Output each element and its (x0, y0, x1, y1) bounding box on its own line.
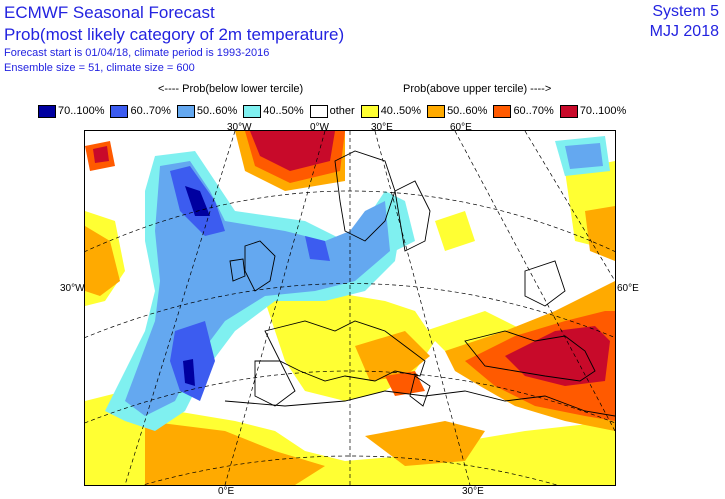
graticule (85, 131, 615, 485)
legend-item-below-70-100: 70..100% (38, 104, 105, 118)
legend-swatch (427, 104, 446, 118)
lon-label-30w-left: 30°W (60, 283, 85, 294)
legend-swatch (110, 104, 129, 118)
legend-item-other: other (309, 104, 355, 118)
lon-label-0w-top: 0°W (310, 122, 329, 133)
coastlines (224, 150, 615, 417)
legend-item-above-40-50: 40..50% (360, 104, 422, 118)
forecast-info: Forecast start is 01/04/18, climate peri… (4, 47, 270, 59)
legend-item-below-40-50: 40..50% (243, 104, 304, 118)
legend-label: 60..70% (513, 105, 554, 117)
legend-label: 60..70% (130, 105, 171, 117)
legend-item-above-50-60: 50..60% (427, 104, 488, 118)
legend-item-above-60-70: 60..70% (493, 104, 554, 118)
lon-label-60e-top: 60°E (450, 122, 472, 133)
legend-label: 70..100% (579, 105, 627, 117)
lon-label-30w-top: 30°W (227, 122, 252, 133)
legend-item-above-70-100: 70..100% (559, 104, 627, 118)
below-tercile-caption: <---- Prob(below lower tercile) (158, 83, 304, 95)
legend-item-below-50-60: 50..60% (176, 104, 238, 118)
chart-subtitle: Prob(most likely category of 2m temperat… (4, 25, 345, 44)
legend-swatch (176, 104, 195, 118)
legend-swatch (243, 104, 262, 118)
above-tercile-caption: Prob(above upper tercile) ----> (403, 83, 552, 95)
legend-label: 50..60% (196, 105, 238, 117)
lon-label-30e-top: 30°E (371, 122, 393, 133)
legend-swatch (360, 104, 379, 118)
legend-swatch (559, 104, 578, 118)
lon-label-0e-bottom: 0°E (218, 486, 235, 497)
legend-label: 70..100% (58, 105, 105, 117)
legend-label: 40..50% (380, 105, 422, 117)
legend-label: other (329, 105, 355, 117)
probability-map (84, 130, 616, 486)
legend-swatch (38, 104, 56, 118)
ensemble-info: Ensemble size = 51, climate size = 600 (4, 62, 195, 74)
legend-item-below-60-70: 60..70% (110, 104, 171, 118)
map-canvas (85, 131, 615, 485)
system-label: System 5 (652, 3, 719, 20)
period-label: MJJ 2018 (649, 23, 719, 40)
above-70-100-fill (93, 131, 610, 386)
legend-label: 40..50% (263, 105, 304, 117)
legend-swatch (493, 104, 512, 118)
legend-label: 50..60% (447, 105, 488, 117)
chart-title: ECMWF Seasonal Forecast (4, 3, 215, 22)
lon-label-30e-bottom: 30°E (462, 486, 484, 497)
legend-swatch (309, 104, 328, 118)
below-70-100-fill (183, 186, 210, 386)
lon-label-60e-right: 60°E (617, 283, 639, 294)
color-legend: 70..100% 60..70% 50..60% 40..50% other 4… (38, 104, 632, 118)
